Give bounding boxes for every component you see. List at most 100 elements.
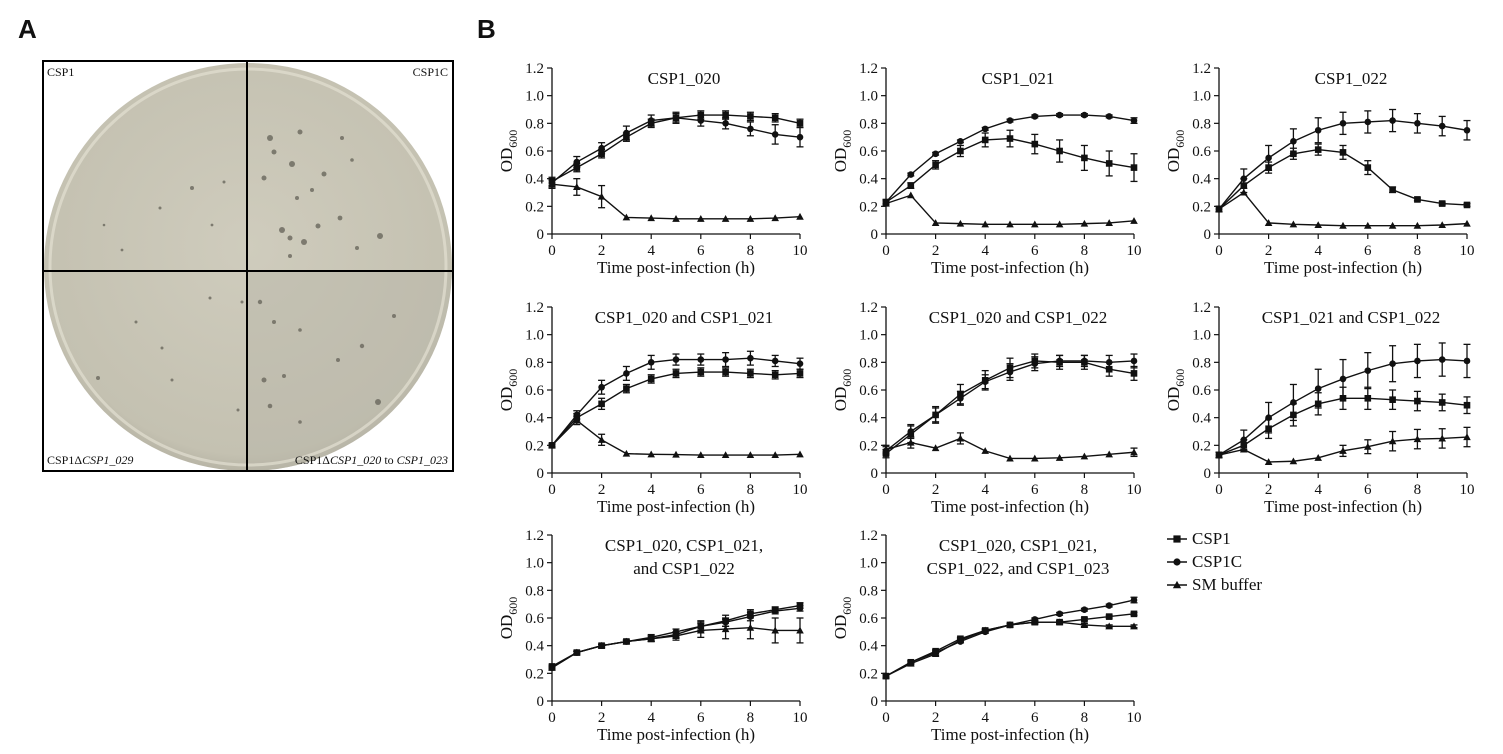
x-tick-label: 8 [1414, 482, 1422, 498]
x-tick-label: 0 [1215, 243, 1223, 259]
marker-square [1105, 613, 1113, 620]
x-tick-label: 8 [1081, 243, 1089, 259]
series-line [551, 114, 801, 183]
plaque [210, 223, 214, 227]
y-tick-label: 1.2 [859, 61, 878, 77]
marker-circle [722, 618, 729, 626]
y-tick-label: 0 [871, 227, 879, 243]
marker-square [1130, 164, 1138, 171]
y-axis-label-sub: 600 [840, 130, 854, 148]
marker-circle [1339, 375, 1347, 383]
marker-triangle [1339, 447, 1347, 454]
plaque [340, 136, 344, 140]
marker-triangle [597, 641, 606, 649]
marker-circle [1056, 610, 1063, 618]
series-line [1218, 358, 1468, 456]
series-line [1218, 148, 1468, 210]
plaque [170, 378, 174, 382]
series-csp1 [1215, 143, 1471, 213]
y-axis-label-main: OD [497, 148, 516, 173]
marker-triangle [956, 219, 965, 227]
marker-triangle [647, 450, 655, 458]
series-csp1 [548, 367, 804, 449]
marker-triangle [1105, 622, 1113, 630]
marker-triangle [1264, 219, 1273, 226]
x-tick-label: 2 [1265, 243, 1273, 259]
marker-circle [1130, 596, 1138, 604]
marker-triangle [1388, 437, 1397, 445]
plaque [355, 246, 359, 250]
y-tick-label: 0.4 [525, 411, 544, 427]
y-tick-label: 1.0 [859, 556, 878, 572]
y-tick-label: 0.8 [525, 583, 544, 599]
marker-square [1240, 182, 1248, 189]
marker-circle [747, 125, 754, 133]
series-line [885, 194, 1135, 226]
x-tick-label: 6 [1364, 482, 1372, 498]
x-tick-label: 10 [1460, 482, 1475, 498]
marker-triangle [622, 637, 631, 645]
marker-square [747, 113, 754, 120]
marker-square [882, 672, 890, 680]
x-tick-label: 2 [598, 710, 606, 726]
marker-circle [697, 356, 705, 363]
marker-circle [1006, 117, 1014, 124]
x-axis-label: Time post-infection (h) [597, 258, 755, 277]
marker-triangle [1240, 445, 1248, 453]
marker-triangle [1006, 454, 1014, 462]
plate-label-bl-gene: CSP1_029 [82, 453, 133, 467]
chart-title: CSP1_021 [982, 69, 1055, 88]
y-axis-label-main: OD [497, 615, 516, 640]
y-tick-label: 0.4 [525, 172, 544, 188]
marker-triangle [882, 672, 890, 680]
marker-circle [573, 158, 581, 166]
plaque [271, 149, 277, 155]
x-tick-label: 6 [1031, 243, 1039, 259]
marker-triangle [931, 219, 940, 226]
marker-square [981, 627, 989, 634]
marker-circle [623, 638, 630, 645]
chart-title: CSP1_022 [1315, 69, 1388, 88]
marker-circle [882, 672, 890, 680]
marker-square [1463, 201, 1471, 209]
plaque [261, 175, 267, 181]
series-sm-buffer [548, 615, 804, 671]
plaque [236, 408, 240, 412]
y-axis-label-sub: 600 [506, 597, 520, 615]
x-tick-label: 8 [747, 482, 755, 498]
marker-circle [932, 649, 939, 656]
marker-circle [1056, 111, 1063, 119]
marker-triangle [1080, 219, 1089, 227]
marker-square [771, 606, 779, 613]
marker-square [1081, 616, 1088, 623]
series-csp1c [548, 111, 804, 188]
y-tick-label: 1.0 [525, 556, 544, 572]
y-tick-label: 0.6 [859, 144, 878, 160]
marker-circle [1173, 558, 1181, 566]
plaque [240, 300, 244, 304]
marker-square [722, 617, 729, 625]
y-axis-label-sub: 600 [1173, 130, 1187, 148]
marker-circle [697, 623, 705, 630]
marker-circle [1130, 117, 1138, 124]
marker-circle [647, 117, 655, 124]
marker-square [932, 411, 939, 419]
y-axis-label-main: OD [497, 387, 516, 412]
marker-triangle [672, 450, 680, 458]
marker-triangle [1105, 450, 1113, 458]
marker-circle [697, 117, 705, 124]
marker-square [981, 136, 989, 144]
plate-label-csp1c: CSP1C [413, 65, 448, 79]
series-csp1c [882, 596, 1138, 680]
marker-circle [882, 198, 890, 206]
plate-image: CSP1 CSP1C CSP1ΔCSP1_029 CSP1ΔCSP1_020 t… [42, 60, 454, 472]
marker-square [697, 111, 705, 119]
x-tick-label: 4 [647, 243, 655, 259]
y-tick-label: 0.4 [525, 639, 544, 655]
marker-circle [1314, 385, 1322, 392]
marker-triangle [1105, 219, 1113, 226]
marker-circle [932, 411, 939, 419]
plate-label-br-prefix: CSP1Δ [295, 453, 330, 467]
marker-triangle [1215, 451, 1223, 459]
marker-square [747, 610, 754, 618]
